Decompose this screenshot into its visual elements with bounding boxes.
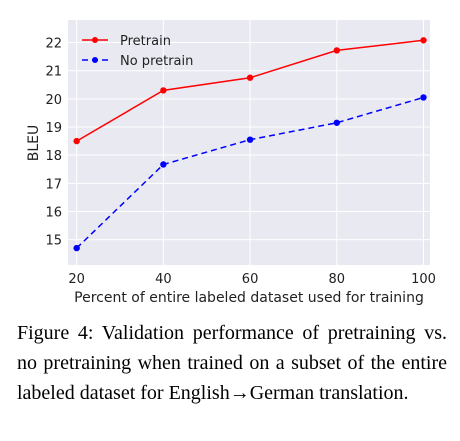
x-axis-label: Percent of entire labeled dataset used f… — [74, 290, 424, 306]
data-point-no-pretrain — [160, 161, 167, 168]
y-tick-label: 15 — [45, 234, 62, 249]
y-tick-label: 22 — [45, 37, 62, 52]
legend: Pretrain No pretrain — [82, 34, 193, 69]
data-point-no-pretrain — [246, 136, 254, 143]
line-chart: 15 16 17 18 19 20 21 22 20 40 60 80 100 Pretrain No … — [26, 20, 436, 306]
y-tick-label: 20 — [45, 93, 62, 108]
data-point-pretrain — [246, 74, 254, 81]
data-point-no-pretrain — [333, 119, 340, 126]
y-tick-label: 17 — [45, 177, 62, 192]
data-point-pretrain — [160, 87, 167, 94]
legend-marker-no-pretrain — [92, 57, 98, 63]
y-axis-label: BLEU — [26, 125, 42, 162]
data-point-no-pretrain — [73, 244, 80, 252]
legend-label-no-pretrain: No pretrain — [120, 54, 193, 69]
x-tick-label: 60 — [242, 272, 259, 287]
y-tick-label: 19 — [45, 121, 62, 136]
x-tick-label: 80 — [329, 272, 346, 287]
legend-marker-pretrain — [92, 37, 98, 43]
data-point-pretrain — [420, 37, 427, 44]
y-tick-label: 21 — [45, 65, 62, 80]
data-series — [73, 37, 427, 252]
y-tick-label: 18 — [45, 149, 62, 164]
data-point-pretrain — [333, 47, 340, 54]
y-tick-label: 16 — [45, 205, 62, 220]
legend-label-pretrain: Pretrain — [120, 34, 171, 49]
x-tick-label: 20 — [68, 272, 85, 287]
figure-caption: Figure 4: Validation performance of pret… — [17, 322, 447, 404]
tick-labels: 15 16 17 18 19 20 21 22 20 40 60 80 100 — [45, 37, 435, 287]
x-tick-label: 40 — [155, 272, 172, 287]
data-point-no-pretrain — [420, 94, 427, 101]
data-point-pretrain — [73, 137, 80, 145]
x-tick-label: 100 — [411, 272, 436, 287]
